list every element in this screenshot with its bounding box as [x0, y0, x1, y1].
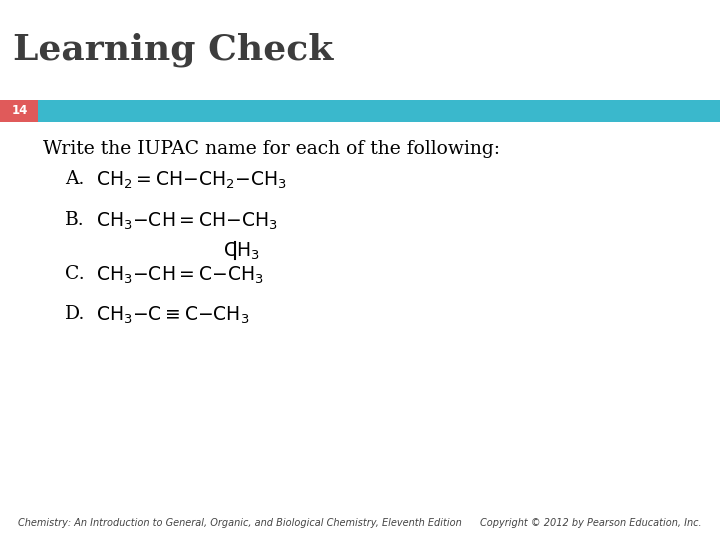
Text: Copyright © 2012 by Pearson Education, Inc.: Copyright © 2012 by Pearson Education, I…: [480, 518, 702, 528]
Text: A.: A.: [65, 170, 84, 188]
FancyBboxPatch shape: [38, 100, 720, 122]
Text: $\mathregular{CH_3{-}CH{=}CH{-}CH_3}$: $\mathregular{CH_3{-}CH{=}CH{-}CH_3}$: [96, 211, 277, 232]
Text: $\mathregular{CH_3{-}C{\equiv}C{-}CH_3}$: $\mathregular{CH_3{-}C{\equiv}C{-}CH_3}$: [96, 305, 249, 326]
Text: 14: 14: [12, 104, 27, 117]
Text: $\mathregular{CH_3{-}CH{=}C{-}CH_3}$: $\mathregular{CH_3{-}CH{=}C{-}CH_3}$: [96, 265, 264, 286]
Text: $\mathregular{CH_3}$: $\mathregular{CH_3}$: [223, 240, 260, 261]
Text: $\mathregular{CH_2{=}CH{-}CH_2{-}CH_3}$: $\mathregular{CH_2{=}CH{-}CH_2{-}CH_3}$: [96, 170, 287, 191]
Text: D.: D.: [65, 305, 85, 323]
Text: Learning Check: Learning Check: [13, 32, 333, 67]
Text: B.: B.: [65, 211, 84, 228]
Text: Write the IUPAC name for each of the following:: Write the IUPAC name for each of the fol…: [43, 140, 500, 158]
Text: Chemistry: An Introduction to General, Organic, and Biological Chemistry, Eleven: Chemistry: An Introduction to General, O…: [18, 518, 462, 528]
FancyBboxPatch shape: [0, 100, 38, 122]
Text: C.: C.: [65, 265, 84, 282]
